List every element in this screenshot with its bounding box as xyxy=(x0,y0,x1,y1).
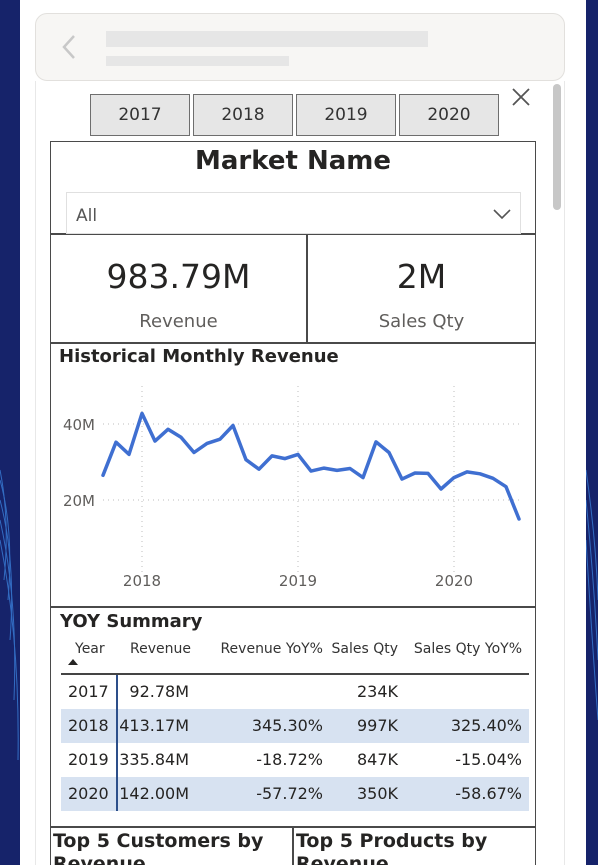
cell-year: 2017 xyxy=(68,682,109,701)
cell-revenue: 335.84M xyxy=(119,750,189,769)
header-sales-qty-yoy[interactable]: Sales Qty YoY% xyxy=(413,641,522,657)
cell-year: 2019 xyxy=(68,750,109,769)
x-tick-label: 2020 xyxy=(435,572,473,590)
sales-qty-card: 2M Sales Qty xyxy=(307,234,536,343)
cell-sales-qty-yoy: -15.04% xyxy=(455,750,522,769)
line-chart: 40M 20M 2018 2019 2020 xyxy=(63,386,521,590)
market-slicer: Market Name All xyxy=(50,141,536,234)
top-bar xyxy=(35,13,565,81)
cell-revenue-yoy: -18.72% xyxy=(256,750,323,769)
header-revenue-yoy[interactable]: Revenue YoY% xyxy=(220,641,323,657)
subtitle-placeholder xyxy=(106,56,289,66)
sort-ascending-icon xyxy=(68,659,78,665)
close-icon[interactable] xyxy=(510,86,532,108)
x-tick-label: 2019 xyxy=(279,572,317,590)
header-revenue[interactable]: Revenue xyxy=(130,641,191,657)
revenue-label: Revenue xyxy=(139,311,218,332)
title-placeholder xyxy=(106,31,428,47)
revenue-card: 983.79M Revenue xyxy=(50,234,307,343)
x-tick-label: 2018 xyxy=(123,572,161,590)
top-customers-visual: Top 5 Customers by Revenue xyxy=(50,827,293,865)
header-sales-qty[interactable]: Sales Qty xyxy=(331,641,398,657)
sales-qty-label: Sales Qty xyxy=(378,311,465,332)
year-column-divider xyxy=(116,675,118,811)
chevron-down-icon xyxy=(493,209,511,220)
cell-revenue: 92.78M xyxy=(129,682,189,701)
market-slicer-title: Market Name xyxy=(195,146,391,176)
scrollbar-thumb[interactable] xyxy=(553,84,561,210)
cell-sales-qty: 997K xyxy=(356,716,398,735)
year-button-2018[interactable]: 2018 xyxy=(193,94,293,136)
table-row: 2018 413.17M 345.30% 997K 325.40% xyxy=(61,709,529,743)
top-products-title: Top 5 Products by Revenue xyxy=(296,830,488,865)
chevron-left-icon[interactable] xyxy=(58,30,82,64)
table-row: 2020 142.00M -57.72% 350K -58.67% xyxy=(61,777,529,811)
phone-frame: 2017 2018 2019 2020 Market Name All 983.… xyxy=(20,0,586,865)
top-customers-title: Top 5 Customers by Revenue xyxy=(53,830,264,865)
cell-revenue-yoy: -57.72% xyxy=(256,784,323,803)
cell-sales-qty-yoy: 325.40% xyxy=(450,716,522,735)
cell-revenue: 413.17M xyxy=(119,716,189,735)
year-button-2019[interactable]: 2019 xyxy=(296,94,396,136)
header-year[interactable]: Year xyxy=(75,641,105,657)
revenue-value: 983.79M xyxy=(106,257,251,296)
cell-sales-qty: 350K xyxy=(356,784,398,803)
table-row: 2017 92.78M 234K xyxy=(61,675,529,709)
cell-sales-qty-yoy: -58.67% xyxy=(455,784,522,803)
top-products-visual: Top 5 Products by Revenue xyxy=(293,827,536,865)
cell-year: 2020 xyxy=(68,784,109,803)
cell-revenue: 142.00M xyxy=(119,784,189,803)
revenue-series-line xyxy=(101,411,521,521)
header-divider xyxy=(61,673,529,675)
y-tick-label: 40M xyxy=(63,416,95,434)
table-row: 2019 335.84M -18.72% 847K -15.04% xyxy=(61,743,529,777)
yoy-summary-table: YOY Summary Year Revenue Revenue YoY% Sa… xyxy=(50,607,536,827)
year-button-2020[interactable]: 2020 xyxy=(399,94,499,136)
market-dropdown-value: All xyxy=(76,206,98,226)
historical-revenue-chart: Historical Monthly Revenue 40M 20M 2018 201… xyxy=(50,343,536,607)
year-button-2017[interactable]: 2017 xyxy=(90,94,190,136)
yoy-title: YOY Summary xyxy=(60,611,203,632)
chart-title: Historical Monthly Revenue xyxy=(59,346,339,367)
cell-year: 2018 xyxy=(68,716,109,735)
sales-qty-value: 2M xyxy=(396,257,447,296)
cell-revenue-yoy: 345.30% xyxy=(251,716,323,735)
market-dropdown[interactable]: All xyxy=(66,192,521,234)
cell-sales-qty: 847K xyxy=(356,750,398,769)
y-tick-label: 20M xyxy=(63,492,95,510)
cell-sales-qty: 234K xyxy=(356,682,398,701)
